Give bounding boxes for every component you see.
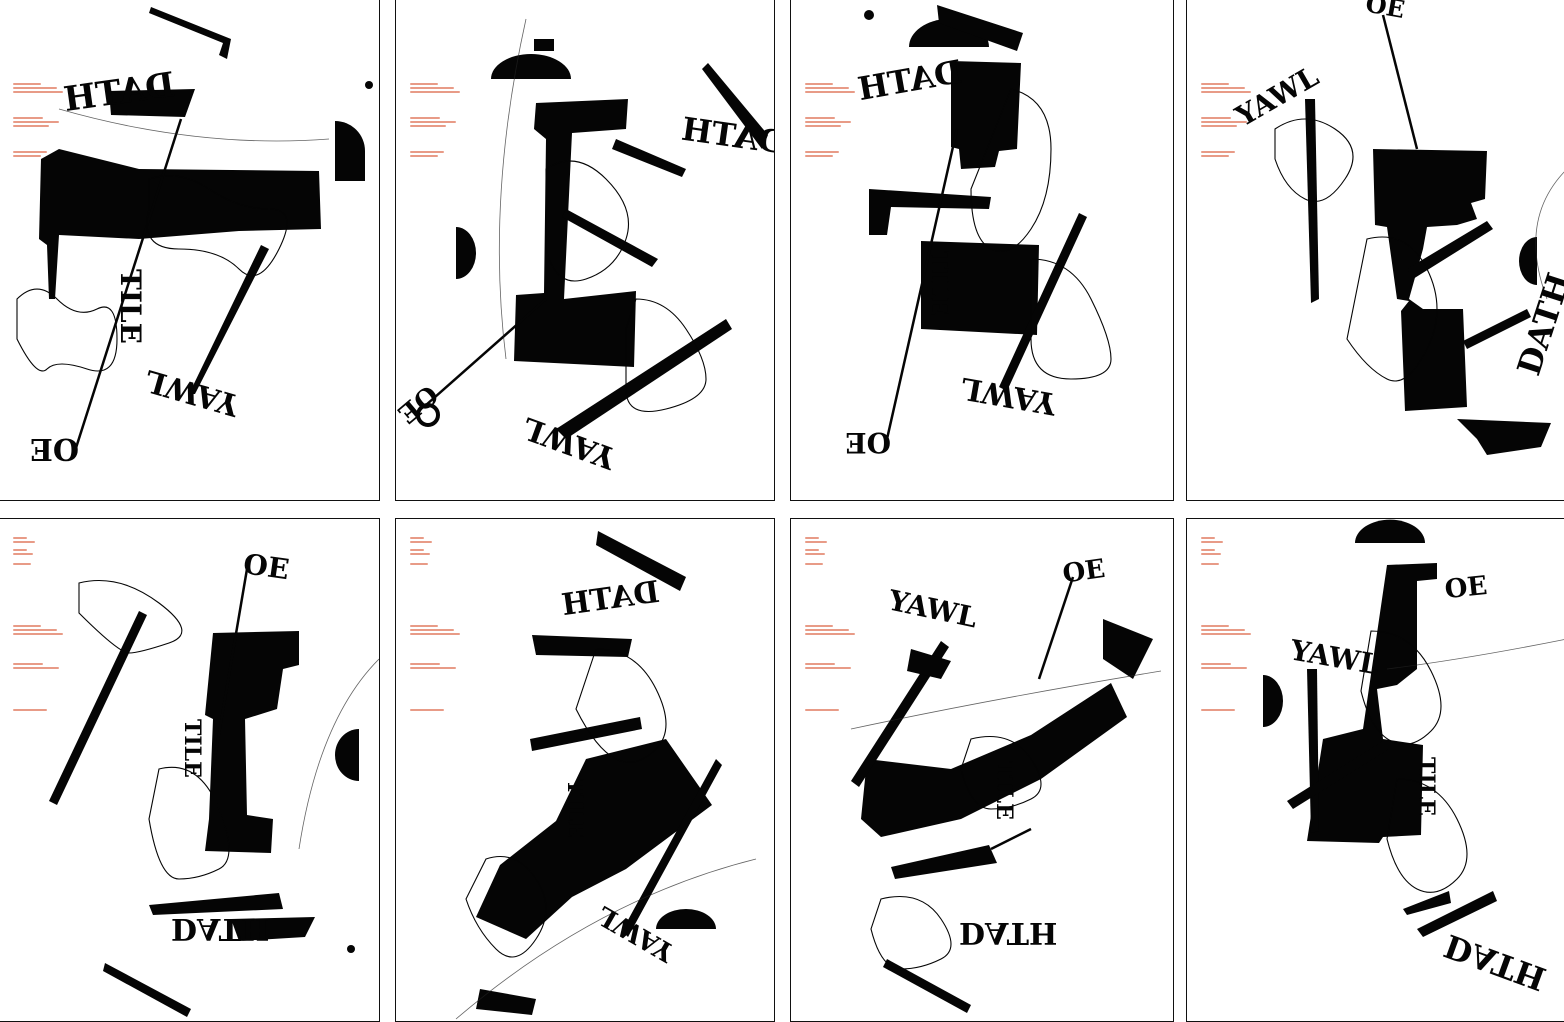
word-dath: DATH	[171, 911, 269, 946]
word-oe: OE	[1443, 571, 1488, 605]
poster-1[interactable]: DATH TILE YAWL OE	[0, 0, 380, 501]
word-oe: OE	[241, 547, 291, 586]
word-tile: TILE	[114, 269, 147, 344]
word-dath: DATH	[1439, 927, 1551, 999]
word-dath: DATH	[560, 575, 662, 623]
poster-5[interactable]: OE TILE DATH	[0, 518, 380, 1022]
poster-2[interactable]: DATH YAWL OE	[395, 0, 775, 501]
word-yawl: YAWL	[885, 583, 981, 634]
poster-6[interactable]: DATH TILE YAWL	[395, 518, 775, 1022]
word-dath: DATH	[1510, 268, 1564, 379]
word-dath: DATH	[959, 915, 1057, 950]
poster-meta-text	[410, 83, 470, 159]
word-oe: OE	[1061, 554, 1107, 590]
poster-artwork: YAWL DATH OE	[1229, 0, 1564, 455]
poster-artwork: OE YAWL TILE DATH	[1263, 519, 1564, 999]
poster-meta-text	[410, 537, 470, 713]
poster-4[interactable]: YAWL DATH OE	[1186, 0, 1564, 501]
poster-meta-text	[1201, 83, 1261, 159]
poster-3[interactable]: DATH TILE YAWL OE	[790, 0, 1174, 501]
poster-meta-text	[13, 537, 73, 713]
word-tile: TILE	[1413, 757, 1439, 816]
word-dath: DATH	[855, 52, 965, 108]
poster-artwork: DATH TILE YAWL OE	[845, 5, 1112, 459]
word-oe: OE	[845, 426, 891, 459]
poster-artwork: DATH TILE YAWL OE	[16, 7, 373, 466]
word-yawl: YAWL	[141, 362, 244, 422]
word-dath: DATH	[679, 110, 775, 162]
word-tile: TILE	[991, 761, 1017, 820]
word-oe: OE	[30, 431, 79, 466]
poster-artwork: OE TILE DATH	[49, 547, 379, 1017]
poster-meta-text	[13, 83, 73, 159]
word-yawl: YAWL	[518, 409, 621, 475]
poster-7[interactable]: YAWL OE TILE DATH	[790, 518, 1174, 1022]
poster-8[interactable]: OE YAWL TILE DATH	[1186, 518, 1564, 1022]
word-yawl: YAWL	[1287, 633, 1382, 681]
word-tile: TILE	[925, 251, 954, 315]
word-oe: OE	[1363, 0, 1407, 24]
poster-artwork: DATH YAWL OE	[396, 18, 775, 476]
poster-artwork: DATH TILE YAWL	[455, 531, 757, 1020]
poster-meta-text	[805, 83, 865, 159]
word-tile: TILE	[179, 719, 205, 778]
word-tile: TILE	[562, 779, 588, 838]
poster-meta-text	[1201, 537, 1261, 713]
poster-meta-text	[805, 537, 865, 713]
poster-artwork: YAWL OE TILE DATH	[850, 554, 1162, 1013]
